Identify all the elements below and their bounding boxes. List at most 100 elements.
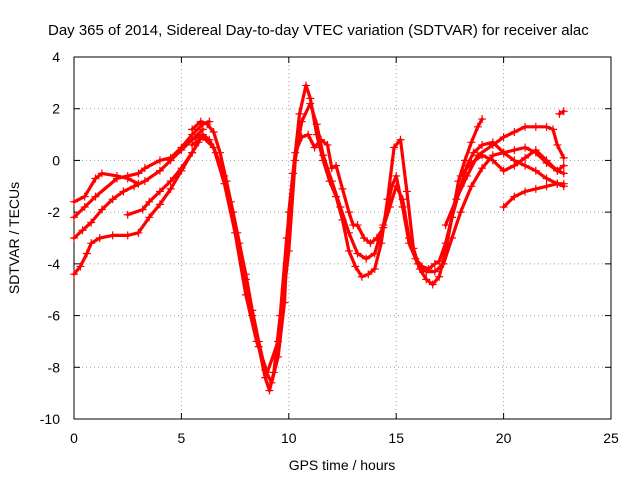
data-point-marker: [379, 221, 388, 230]
plot-frame: [73, 56, 612, 420]
data-point-marker: [70, 197, 78, 206]
data-point-marker: [220, 179, 229, 188]
data-point-marker: [70, 234, 78, 242]
series-trace-4: [72, 133, 205, 276]
data-point-marker: [392, 171, 401, 180]
x-tick-label: 5: [178, 430, 186, 446]
data-point-marker: [78, 226, 87, 235]
data-point-marker: [435, 272, 444, 281]
data-point-marker: [306, 99, 315, 108]
data-point-marker: [241, 290, 250, 299]
data-point-marker: [370, 265, 379, 274]
data-point-marker: [542, 174, 551, 183]
data-point-marker: [344, 208, 353, 217]
data-point-marker: [216, 148, 225, 157]
data-point-marker: [467, 138, 476, 147]
data-point-marker: [261, 373, 270, 382]
grid-lines: [74, 57, 611, 419]
data-point-marker: [510, 192, 519, 201]
data-point-marker: [196, 117, 205, 126]
data-point-marker: [297, 117, 306, 126]
data-point-marker: [123, 231, 132, 240]
data-point-marker: [359, 234, 368, 242]
y-tick-label: -2: [48, 204, 61, 220]
x-tick-labels: 0 5 10 15 20 25: [70, 430, 619, 446]
data-point-marker: [145, 213, 154, 222]
data-point-marker: [422, 267, 431, 276]
data-point-marker: [521, 153, 530, 162]
data-point-marker: [155, 187, 164, 196]
x-axis-label: GPS time / hours: [289, 457, 396, 473]
data-point-marker: [488, 140, 497, 149]
data-point-marker: [521, 187, 530, 196]
data-point-marker: [304, 130, 313, 139]
data-point-marker: [263, 368, 272, 377]
data-point-marker: [353, 221, 362, 230]
data-point-marker: [112, 174, 121, 183]
x-tick-label: 25: [603, 430, 619, 446]
data-point-marker: [499, 148, 508, 157]
data-point-marker: [97, 169, 106, 178]
data-point-marker: [108, 195, 117, 204]
data-point-marker: [332, 161, 341, 170]
data-point-marker: [91, 174, 100, 183]
data-point-marker: [274, 337, 283, 346]
data-point-marker: [456, 171, 465, 180]
data-point-marker: [553, 140, 562, 149]
data-point-marker: [76, 262, 85, 271]
data-point-marker: [531, 122, 540, 131]
data-point-marker: [402, 187, 411, 196]
data-point-marker: [521, 143, 530, 152]
data-point-marker: [439, 259, 448, 268]
data-point-marker: [499, 202, 508, 211]
data-point-marker: [478, 115, 487, 124]
data-point-marker: [499, 166, 508, 175]
data-point-marker: [177, 146, 186, 155]
data-point-marker: [344, 246, 353, 255]
data-point-marker: [454, 177, 463, 186]
data-point-marker: [312, 120, 321, 129]
data-point-marker: [284, 246, 293, 255]
data-point-marker: [357, 272, 366, 281]
data-point-marker: [499, 133, 508, 142]
data-point-marker: [559, 169, 568, 178]
data-point-marker: [351, 262, 360, 271]
data-point-marker: [134, 228, 143, 237]
y-tick-label: -10: [40, 411, 60, 427]
series-late-trace-2: [459, 148, 566, 178]
data-point-marker: [119, 187, 128, 196]
data-point-marker: [323, 140, 332, 149]
data-point-marker: [80, 202, 89, 211]
data-point-marker: [177, 164, 186, 173]
data-point-marker: [295, 109, 304, 118]
data-point-marker: [542, 156, 551, 165]
data-point-marker: [396, 135, 405, 144]
y-tick-label: -8: [48, 359, 61, 375]
data-point-marker: [478, 140, 487, 149]
data-point-marker: [188, 140, 197, 149]
data-point-marker: [456, 208, 465, 217]
data-point-marker: [467, 182, 476, 191]
data-point-marker: [430, 259, 439, 268]
data-point-marker: [387, 182, 396, 191]
data-point-marker: [422, 275, 431, 284]
data-point-marker: [510, 127, 519, 136]
data-point-marker: [166, 177, 175, 186]
data-point-marker: [70, 213, 78, 222]
data-point-marker: [559, 179, 568, 188]
axis-ticks: [73, 56, 612, 420]
data-point-marker: [531, 146, 540, 155]
data-point-marker: [108, 231, 117, 240]
x-tick-label: 20: [496, 430, 512, 446]
x-tick-label: 15: [388, 430, 404, 446]
data-point-marker: [448, 234, 457, 242]
data-point-marker: [252, 337, 261, 346]
data-point-marker: [531, 184, 540, 193]
data-point-marker: [338, 184, 347, 193]
data-point-marker: [166, 184, 175, 193]
data-point-marker: [155, 200, 164, 209]
data-point-marker: [542, 182, 551, 191]
data-point-marker: [521, 161, 530, 170]
series-late-trace-3: [502, 182, 566, 209]
